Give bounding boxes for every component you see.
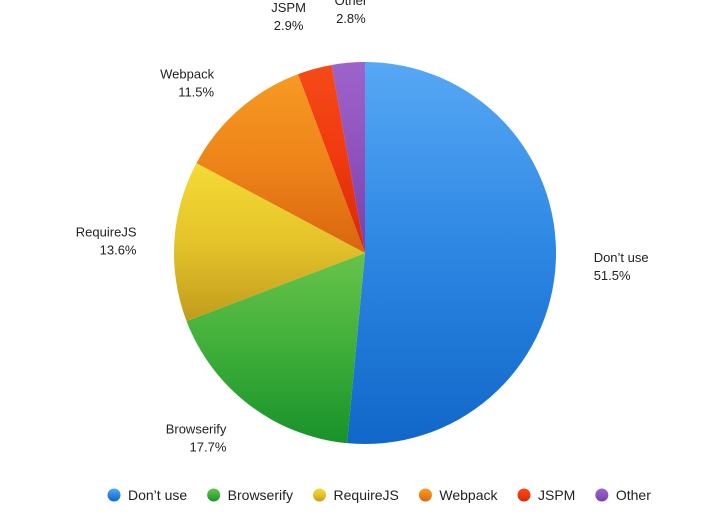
legend-swatch-don-t-use <box>107 488 121 502</box>
legend-label-other: Other <box>616 487 651 503</box>
pie-slices <box>173 61 557 444</box>
legend-item-other: Other <box>595 487 651 503</box>
slice-value-don-t-use: 51.5% <box>594 268 631 283</box>
legend-swatch-browserify <box>207 488 221 502</box>
slice-label-don-t-use: Don’t use <box>594 250 649 265</box>
legend-item-jspm: JSPM <box>517 487 575 503</box>
slice-value-webpack: 11.5% <box>178 85 214 100</box>
legend-label-jspm: JSPM <box>538 487 575 503</box>
slice-label-requirejs: RequireJS <box>76 225 137 240</box>
legend-swatch-requirejs <box>313 488 327 502</box>
pie-slice-jspm <box>298 64 365 253</box>
legend-swatch-webpack <box>418 488 432 502</box>
pie-slice-other <box>331 62 365 253</box>
legend-swatch-jspm <box>517 488 531 502</box>
legend-item-webpack: Webpack <box>418 487 498 503</box>
legend-label-browserify: Browserify <box>228 487 293 503</box>
slice-value-jspm: 2.9% <box>274 18 304 33</box>
pie-slice-requirejs <box>173 163 365 322</box>
slice-label-jspm: JSPM <box>271 0 306 15</box>
legend-item-don-t-use: Don’t use <box>107 487 187 503</box>
slice-value-other: 2.8% <box>336 11 366 26</box>
legend: Don’t use Browserify RequireJS Webpack JSPM O… <box>107 487 651 503</box>
slice-value-browserify: 17.7% <box>190 439 227 454</box>
legend-label-don-t-use: Don’t use <box>128 487 187 503</box>
legend-label-requirejs: RequireJS <box>334 487 399 503</box>
slice-label-webpack: Webpack <box>160 67 214 82</box>
legend-swatch-other <box>595 488 609 502</box>
pie-slice-browserify <box>186 253 365 444</box>
slice-label-other: Other <box>335 0 368 8</box>
pie-labels: Don’t use 51.5% Browserify 17.7% RequireJS 13… <box>76 0 649 454</box>
pie-slice-don-t-use <box>347 61 557 444</box>
slice-label-browserify: Browserify <box>166 421 227 436</box>
slice-value-requirejs: 13.6% <box>100 243 137 258</box>
pie-slice-webpack <box>196 74 365 254</box>
legend-item-browserify: Browserify <box>207 487 293 503</box>
legend-label-webpack: Webpack <box>439 487 498 503</box>
legend-item-requirejs: RequireJS <box>313 487 399 503</box>
